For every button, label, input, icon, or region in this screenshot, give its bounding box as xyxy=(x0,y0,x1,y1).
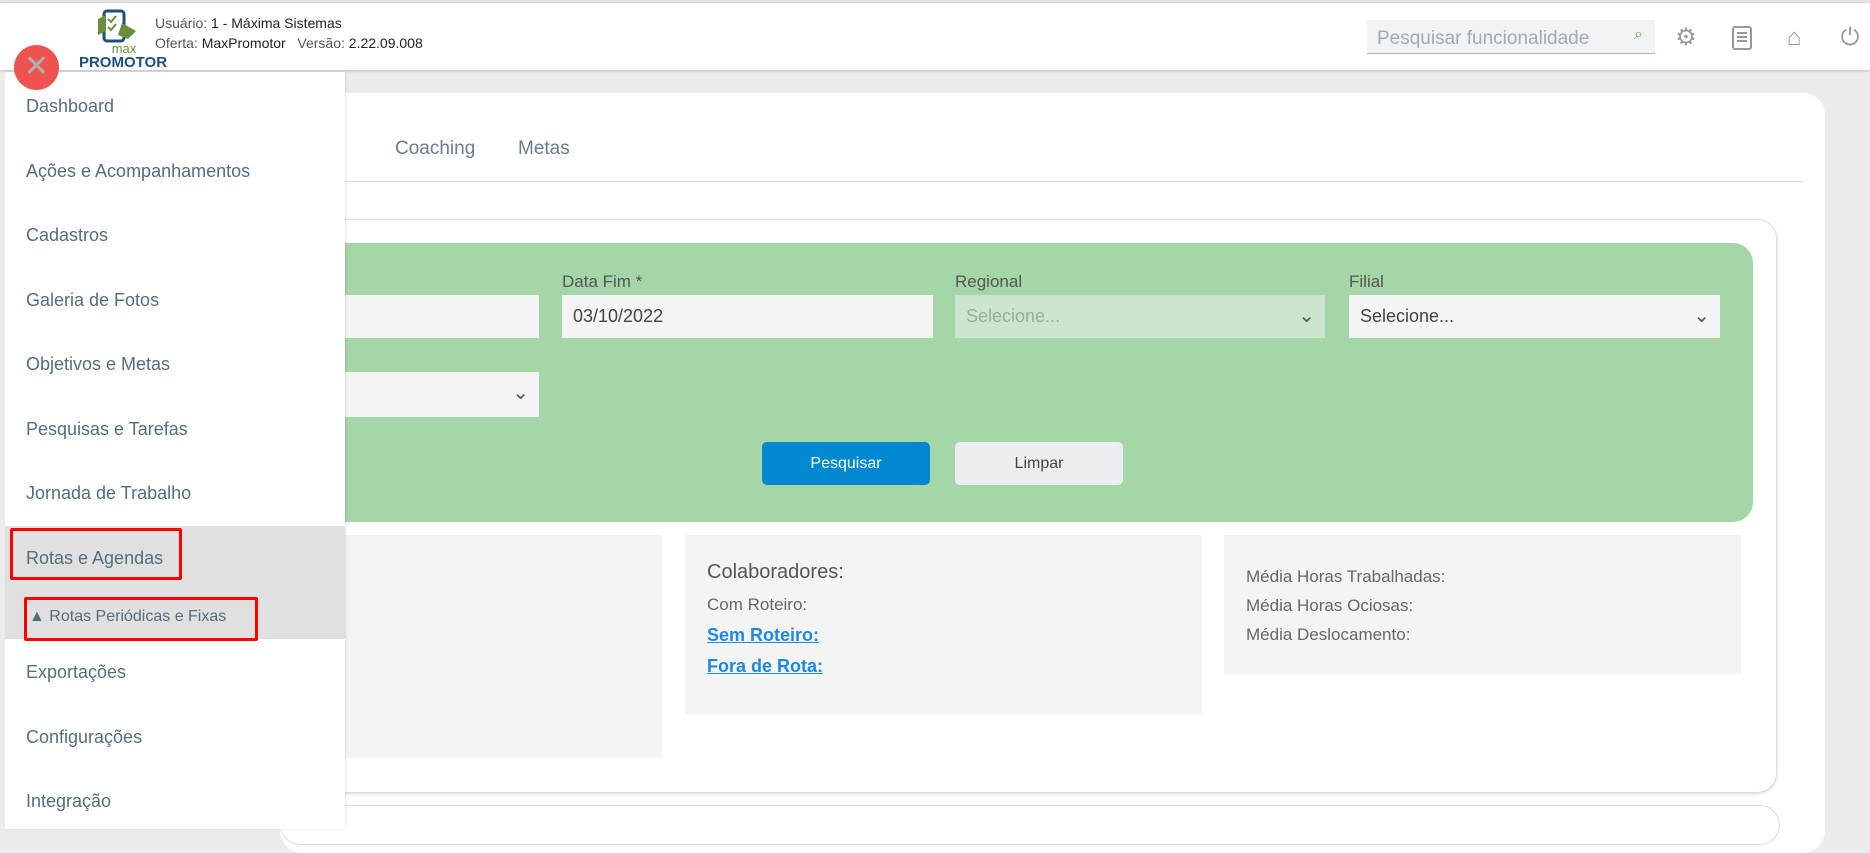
sidebar-item-rotas[interactable]: Rotas e Agendas xyxy=(26,548,164,568)
data-fim-label: Data Fim * xyxy=(562,272,643,291)
sidebar-item-acoes[interactable]: Ações e Acompanhamentos xyxy=(26,161,251,181)
logo-text: PROMOTOR xyxy=(78,54,168,71)
chevron-down-icon: ⌄ xyxy=(1693,305,1710,327)
road-icon: ▲ xyxy=(29,608,45,625)
logo-phone-icon xyxy=(98,9,136,43)
filial-select[interactable]: Selecione... ⌄ xyxy=(1349,295,1720,338)
search-input[interactable]: Pesquisar funcionalidade ⌕ xyxy=(1367,20,1655,54)
logo-text-small: max xyxy=(111,41,137,56)
sidebar-item-galeria[interactable]: Galeria de Fotos xyxy=(26,290,160,310)
sidebar-item-dashboard[interactable]: Dashboard xyxy=(26,96,115,116)
regional-placeholder: Selecione... xyxy=(966,306,1061,326)
version-value: 2.22.09.008 xyxy=(348,35,423,51)
sidebar-item-jornada[interactable]: Jornada de Trabalho xyxy=(26,483,192,503)
sidebar-subitem-rotas-periodicas[interactable]: ▲ Rotas Periódicas e Fixas xyxy=(5,602,345,632)
tab-divider xyxy=(280,181,1803,182)
search-icon[interactable]: ⌕ xyxy=(1634,26,1643,43)
next-card xyxy=(280,805,1780,845)
fora-de-rota-link[interactable]: Fora de Rota: xyxy=(707,656,824,676)
sidebar-menu: Dashboard Ações e Acompanhamentos Cadast… xyxy=(5,72,345,829)
regional-label: Regional xyxy=(955,272,1023,291)
chevron-down-icon: ⌄ xyxy=(1298,305,1315,327)
top-border xyxy=(0,0,1870,3)
sidebar-item-integracao[interactable]: Integração xyxy=(26,791,112,811)
user-info: Usuário: 1 - Máxima Sistemas xyxy=(155,15,342,31)
user-value: 1 - Máxima Sistemas xyxy=(211,15,342,31)
media-horas-ociosas: Média Horas Ociosas: xyxy=(1246,596,1414,615)
highlight-box xyxy=(10,528,182,580)
chevron-down-icon: ⌄ xyxy=(512,382,529,404)
settings-gears-icon[interactable]: ⚙ xyxy=(1675,24,1697,51)
stats-card-1 xyxy=(300,535,662,758)
offer-info: Oferta: MaxPromotor Versão: 2.22.09.008 xyxy=(155,35,423,51)
submenu-label: Rotas Periódicas e Fixas xyxy=(49,608,227,625)
filial-placeholder: Selecione... xyxy=(1360,306,1455,326)
media-deslocamento: Média Deslocamento: xyxy=(1246,625,1411,644)
medias-card: Média Horas Trabalhadas: Média Horas Oci… xyxy=(1224,535,1741,674)
logo: max PROMOTOR xyxy=(79,9,167,71)
colaboradores-card: Colaboradores: Com Roteiro: Sem Roteiro:… xyxy=(685,535,1202,714)
highlight-box xyxy=(24,597,258,641)
offer-value: MaxPromotor xyxy=(201,35,286,51)
data-fim-value: 03/10/2022 xyxy=(573,306,664,326)
tab-metas[interactable]: Metas xyxy=(518,138,570,159)
filial-label: Filial xyxy=(1349,272,1384,291)
version-label: Versão: xyxy=(297,35,345,51)
sem-roteiro-link[interactable]: Sem Roteiro: xyxy=(707,625,820,645)
document-icon[interactable] xyxy=(1727,23,1757,53)
header: max PROMOTOR Usuário: 1 - Máxima Sistema… xyxy=(0,3,1870,71)
tab-coaching[interactable]: Coaching xyxy=(395,138,476,159)
sidebar-group-rotas xyxy=(5,526,345,639)
com-roteiro-label: Com Roteiro: xyxy=(707,595,808,614)
offer-label: Oferta: xyxy=(155,35,198,51)
regional-select[interactable]: Selecione... ⌄ xyxy=(955,295,1325,338)
sidebar-item-exportacoes[interactable]: Exportações xyxy=(26,662,127,682)
power-icon[interactable]: ⏻ xyxy=(1840,24,1860,51)
home-icon[interactable]: ⌂ xyxy=(1786,24,1802,51)
pesquisar-button[interactable]: Pesquisar xyxy=(762,442,930,485)
sidebar-item-cadastros[interactable]: Cadastros xyxy=(26,225,109,245)
sidebar-item-objetivos[interactable]: Objetivos e Metas xyxy=(26,354,171,374)
sidebar-item-configuracoes[interactable]: Configurações xyxy=(26,727,143,747)
colaboradores-title: Colaboradores: xyxy=(707,561,844,583)
media-horas-trabalhadas: Média Horas Trabalhadas: xyxy=(1246,567,1446,586)
sidebar-item-pesquisas[interactable]: Pesquisas e Tarefas xyxy=(26,419,188,439)
user-label: Usuário: xyxy=(155,15,208,31)
limpar-button[interactable]: Limpar xyxy=(955,442,1123,485)
search-placeholder: Pesquisar funcionalidade xyxy=(1377,28,1590,49)
close-menu-button[interactable]: ✕ xyxy=(14,45,59,90)
data-fim-input[interactable]: 03/10/2022 xyxy=(562,295,933,338)
